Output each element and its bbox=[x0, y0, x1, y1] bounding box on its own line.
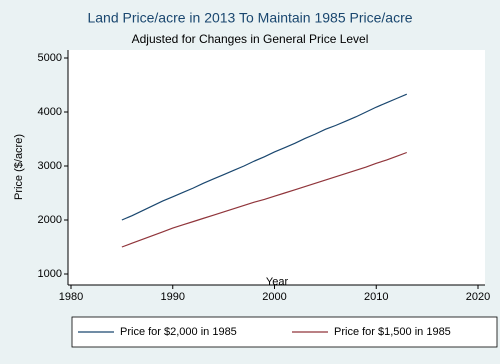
x-tick-label: 2000 bbox=[262, 291, 286, 303]
x-tick-label: 1980 bbox=[59, 291, 83, 303]
y-tick-label: 5000 bbox=[38, 52, 62, 64]
series-line bbox=[121, 93, 408, 221]
plot-area bbox=[68, 50, 485, 285]
chart-title: Land Price/acre in 2013 To Maintain 1985… bbox=[87, 10, 412, 26]
x-tick-label: 2020 bbox=[466, 291, 490, 303]
y-tick-label: 4000 bbox=[38, 106, 62, 118]
y-axis-label: Price ($/acre) bbox=[13, 134, 25, 200]
series-line bbox=[121, 151, 407, 248]
y-tick-label: 3000 bbox=[38, 160, 62, 172]
y-tick-label: 2000 bbox=[38, 214, 62, 226]
legend-label: Price for $1,500 in 1985 bbox=[334, 326, 451, 338]
legend bbox=[71, 316, 498, 348]
x-axis-label: Year bbox=[266, 276, 289, 288]
x-tick-label: 1990 bbox=[161, 291, 185, 303]
y-tick-label: 1000 bbox=[38, 268, 62, 280]
chart-subtitle: Adjusted for Changes in General Price Le… bbox=[132, 32, 369, 46]
x-tick-label: 2010 bbox=[364, 291, 388, 303]
legend-label: Price for $2,000 in 1985 bbox=[120, 326, 237, 338]
